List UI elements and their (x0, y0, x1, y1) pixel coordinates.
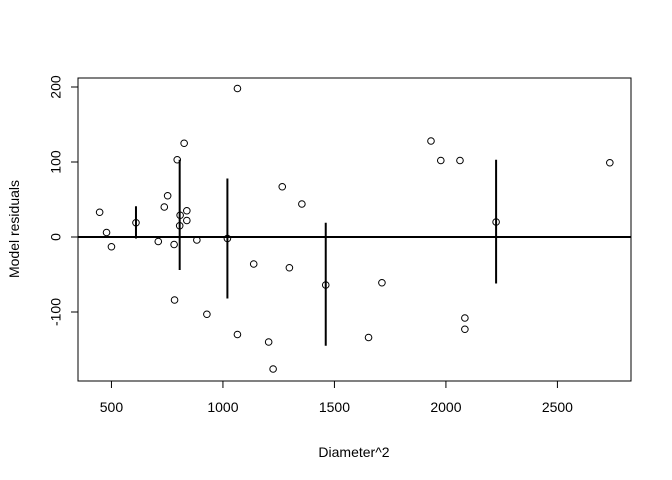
y-tick-label: 100 (48, 150, 64, 174)
interval-segments (136, 160, 496, 346)
residual-point (171, 241, 178, 248)
y-axis: -100 0 100 200 (48, 75, 78, 326)
residual-point (96, 209, 103, 216)
residual-point (365, 334, 372, 341)
residual-point (204, 311, 211, 318)
residual-point (270, 366, 277, 373)
x-axis: 500 1000 1500 2000 2500 (100, 381, 573, 415)
x-tick-label: 2500 (542, 399, 573, 415)
x-tick-label: 500 (100, 399, 124, 415)
residual-point (379, 279, 386, 286)
residual-point (299, 201, 306, 208)
residual-point (161, 204, 168, 211)
y-tick-label: -100 (48, 298, 64, 326)
residual-point (164, 192, 171, 199)
residual-point (286, 264, 293, 271)
x-tick-label: 1500 (319, 399, 350, 415)
y-tick-label: 200 (48, 75, 64, 99)
residual-point (184, 207, 191, 214)
residual-point (108, 243, 115, 250)
residual-points (96, 85, 613, 372)
residual-point (234, 85, 241, 92)
residual-point (437, 157, 444, 164)
residual-point (428, 138, 435, 145)
residual-point (462, 315, 469, 322)
residual-point (184, 217, 191, 224)
plot-frame (78, 78, 631, 381)
residual-point (279, 183, 286, 190)
x-axis-label: Diameter^2 (318, 444, 389, 460)
residual-point (103, 229, 110, 236)
residual-point (462, 326, 469, 333)
residual-point (181, 140, 188, 147)
y-axis-label: Model residuals (6, 180, 22, 278)
residual-point (265, 339, 272, 346)
residual-point (457, 157, 464, 164)
residual-point (607, 159, 614, 166)
x-tick-label: 2000 (430, 399, 461, 415)
x-tick-label: 1000 (207, 399, 238, 415)
residual-point (171, 297, 178, 304)
residual-point (155, 238, 162, 245)
residual-point (250, 261, 257, 268)
residual-point (234, 331, 241, 338)
y-tick-label: 0 (48, 233, 64, 241)
